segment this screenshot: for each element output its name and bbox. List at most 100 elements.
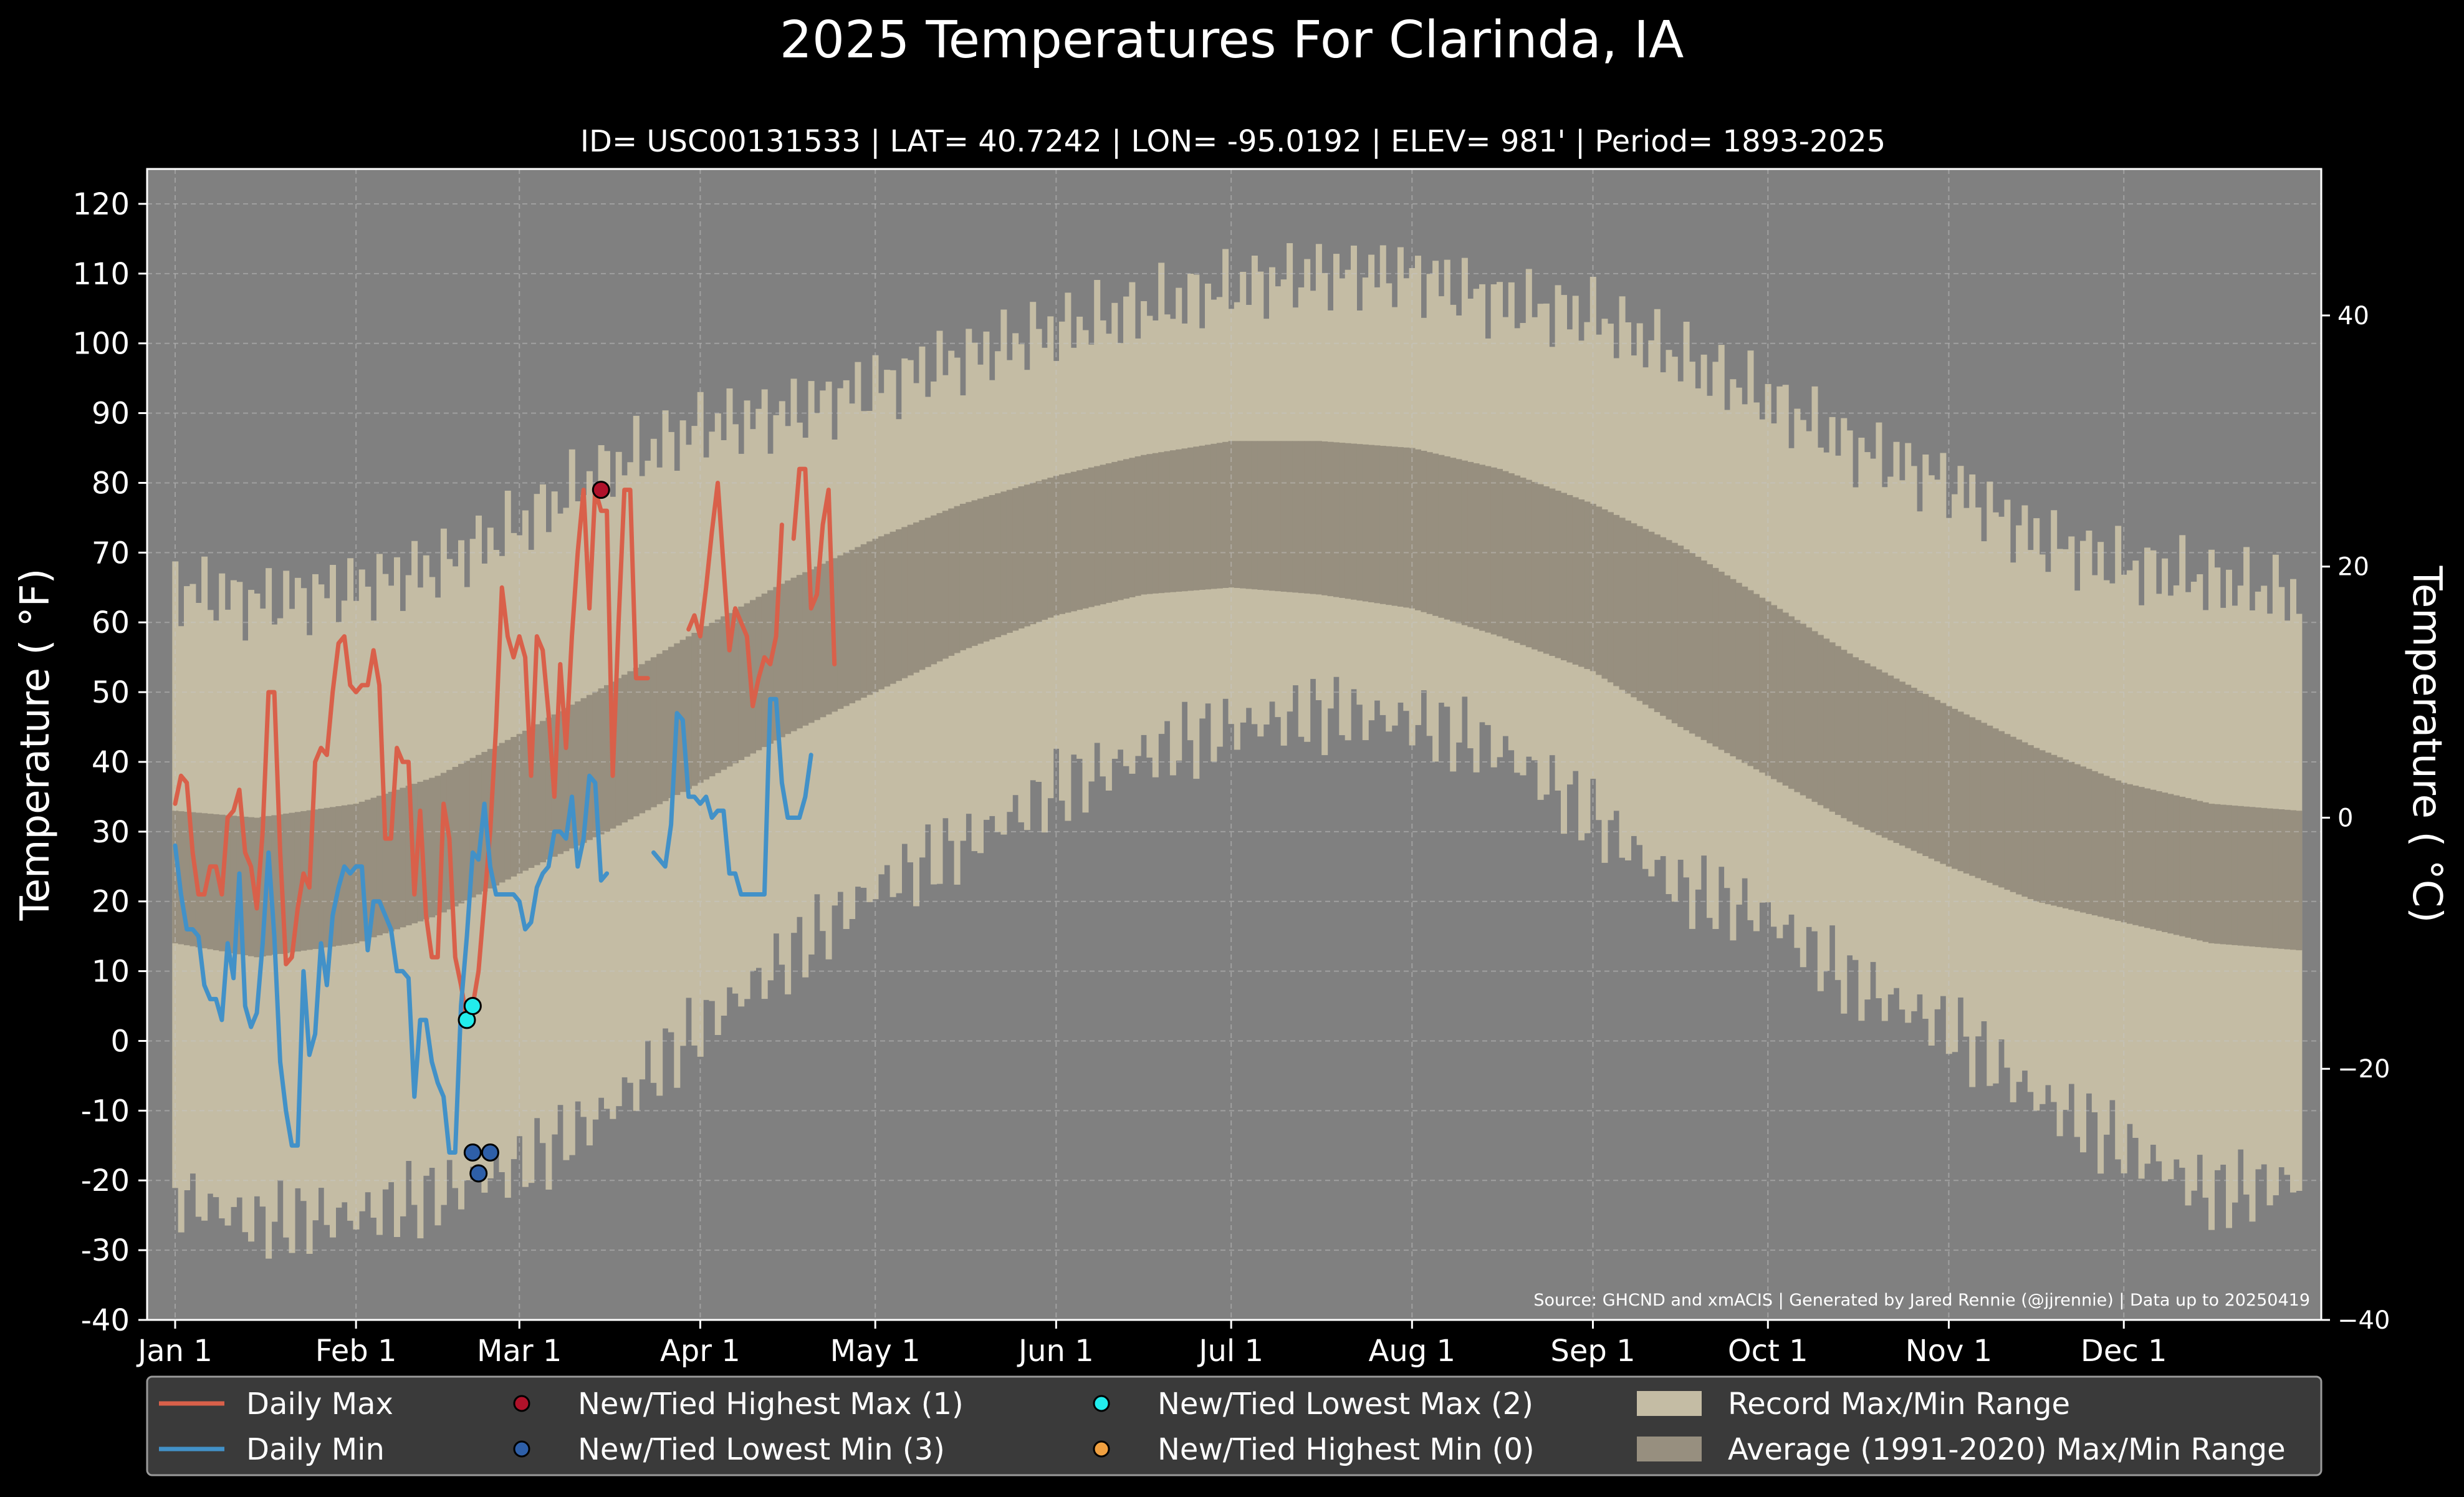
normal-range-bar — [376, 796, 383, 936]
normal-range-bar — [172, 811, 179, 943]
normal-range-bar — [1000, 491, 1007, 635]
normal-range-bar — [924, 517, 931, 667]
normal-range-bar — [1794, 620, 1801, 792]
normal-range-bar — [750, 600, 756, 754]
normal-range-bar — [213, 814, 219, 951]
normal-range-bar — [855, 547, 861, 701]
normal-range-bar — [1421, 451, 1427, 612]
legend-label: New/Tied Lowest Min (3) — [578, 1432, 945, 1467]
normal-range-bar — [802, 572, 809, 726]
normal-range-bar — [540, 721, 546, 862]
normal-range-bar — [1700, 561, 1707, 740]
x-tick-label: Mar 1 — [477, 1334, 562, 1369]
normal-range-bar — [1631, 523, 1637, 698]
normal-range-bar — [2290, 810, 2296, 950]
normal-range-bar — [1607, 512, 1614, 683]
normal-range-bar — [2039, 750, 2046, 903]
normal-range-bar — [1450, 458, 1457, 622]
normal-range-bar — [820, 564, 827, 718]
normal-range-bar — [464, 761, 471, 901]
normal-range-bar — [2190, 799, 2197, 940]
normal-range-bar — [1105, 463, 1112, 603]
normal-range-bar — [1537, 484, 1544, 652]
normal-range-bar — [2173, 795, 2180, 935]
normal-range-bar — [668, 647, 674, 798]
normal-range-bar — [1893, 678, 1900, 843]
normal-range-bar — [2284, 809, 2291, 950]
normal-range-bar — [615, 678, 622, 826]
legend-swatch-patch — [1637, 1391, 1702, 1416]
normal-range-bar — [2261, 807, 2268, 948]
normal-range-bar — [2097, 773, 2104, 917]
record-marker — [463, 997, 482, 1016]
normal-range-bar — [1940, 703, 1947, 864]
legend: Daily Max Daily Min New/Tied Highest Max (… — [146, 1375, 2323, 1476]
normal-range-bar — [1187, 447, 1194, 591]
normal-range-bar — [1905, 685, 1912, 849]
normal-range-bar — [1473, 463, 1480, 629]
normal-range-bar — [1287, 441, 1293, 592]
normal-range-bar — [948, 508, 955, 656]
y-tick-label: -20 — [81, 1163, 130, 1198]
normal-range-bar — [1776, 609, 1783, 782]
normal-range-bar — [2226, 805, 2232, 945]
y-axis-right: −40 −20 0 20 40 — [2321, 302, 2390, 1335]
normal-range-bar — [1438, 455, 1445, 618]
normal-range-bar — [598, 688, 605, 835]
normal-range-bar — [1870, 666, 1877, 833]
normal-range-bar — [1111, 461, 1118, 602]
normal-range-bar — [1543, 486, 1550, 654]
normal-range-bar — [224, 815, 231, 953]
x-tick-label: Apr 1 — [660, 1334, 741, 1369]
normal-range-bar — [394, 789, 400, 930]
x-tick-label: Feb 1 — [315, 1334, 397, 1369]
normal-range-bar — [1887, 675, 1894, 840]
daily-max-line — [173, 488, 650, 1023]
normal-range-bar — [901, 527, 908, 678]
normal-range-bar — [2162, 792, 2169, 932]
normal-range-bar — [1374, 445, 1381, 604]
normal-range-bar — [1415, 449, 1421, 610]
normal-range-bar — [907, 524, 914, 676]
normal-range-bar — [2109, 778, 2116, 920]
normal-range-bar — [621, 675, 628, 823]
normal-range-bar — [1076, 470, 1083, 610]
normal-range-bar — [324, 807, 330, 948]
normal-range-bar — [1532, 482, 1538, 650]
y-right-tick-label: 20 — [2337, 553, 2369, 582]
normal-range-bar — [1006, 489, 1013, 633]
normal-range-bar — [1345, 443, 1351, 599]
normal-range-bar — [936, 513, 943, 662]
normal-range-bar — [1362, 444, 1369, 602]
normal-range-bar — [697, 629, 704, 783]
normal-range-bar — [709, 623, 716, 777]
normal-range-bar — [726, 613, 733, 767]
normal-range-bar — [919, 520, 926, 670]
normal-range-bar — [1035, 481, 1042, 622]
normal-range-bar — [592, 691, 599, 837]
normal-range-bar — [1100, 465, 1106, 605]
grid-lines — [147, 169, 2321, 1320]
normal-range-bar — [954, 506, 961, 653]
normal-range-bar — [2296, 811, 2303, 951]
normal-range-bar — [1747, 590, 1754, 766]
normal-range-bar — [1520, 478, 1527, 645]
normal-range-bar — [744, 603, 750, 757]
y-tick-label: 30 — [92, 815, 130, 850]
daily-min-line — [651, 696, 813, 897]
normal-range-bar — [656, 653, 663, 804]
normal-range-bar — [184, 811, 190, 946]
normal-range-bar — [633, 667, 640, 817]
y-tick-label: 90 — [92, 397, 130, 431]
x-tick-label: Dec 1 — [2081, 1334, 2167, 1369]
normal-range-bar — [2045, 753, 2051, 905]
normal-range-bar — [1146, 454, 1153, 594]
normal-range-bar — [1730, 579, 1737, 756]
legend-swatch-dot — [1093, 1440, 1110, 1458]
normal-range-bar — [889, 531, 896, 684]
y-tick-label: 0 — [110, 1024, 130, 1059]
normal-range-bar — [1169, 450, 1176, 592]
normal-range-bar — [1596, 506, 1603, 675]
normal-range-bar — [691, 633, 698, 786]
